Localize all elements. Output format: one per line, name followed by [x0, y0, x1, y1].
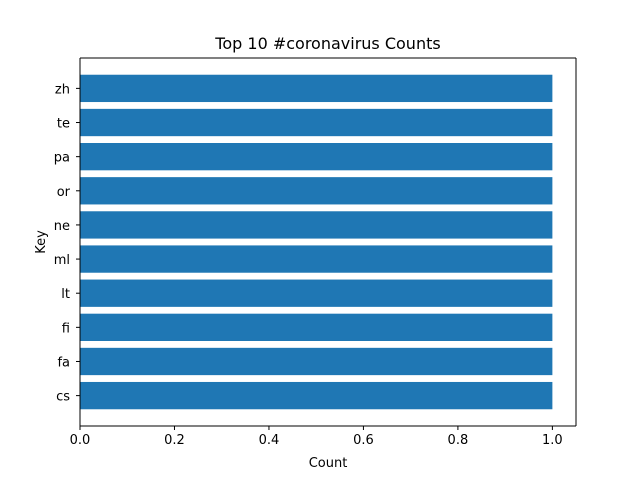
bar-fi	[80, 313, 553, 341]
bar-fa	[80, 347, 553, 376]
y-tick-label: lt	[61, 287, 70, 302]
bar-pa	[80, 143, 553, 171]
y-tick-label: or	[57, 185, 71, 200]
bar-zh	[80, 74, 553, 103]
bar-cs	[80, 381, 553, 410]
y-axis-label: Key	[34, 230, 49, 254]
x-axis-label: Count	[309, 456, 348, 471]
x-tick-label: 0.4	[259, 433, 280, 448]
bar-lt	[80, 279, 553, 307]
y-tick-label: ml	[54, 253, 70, 268]
x-tick-label: 0.8	[448, 433, 469, 448]
y-tick-label: fi	[62, 321, 70, 336]
bar-te	[80, 108, 553, 137]
x-tick-label: 0.6	[353, 433, 374, 448]
y-tick-label: fa	[57, 355, 70, 370]
bar-or	[80, 177, 553, 205]
y-tick-label: te	[57, 117, 70, 132]
y-tick-label: zh	[55, 82, 70, 97]
y-tick-label: pa	[54, 151, 70, 166]
y-tick-label: ne	[54, 219, 70, 234]
chart-title: Top 10 #coronavirus Counts	[214, 34, 440, 53]
x-tick-label: 0.2	[164, 433, 185, 448]
bar-ne	[80, 211, 553, 239]
x-tick-label: 1.0	[542, 433, 563, 448]
plot-area: 0.0 0.2 0.4 0.6 0.8 1.0 cs fa fi lt ml ne or pa te zh	[54, 57, 577, 448]
bar-ml	[80, 245, 553, 273]
y-tick-label: cs	[56, 390, 70, 405]
x-tick-label: 0.0	[70, 433, 91, 448]
